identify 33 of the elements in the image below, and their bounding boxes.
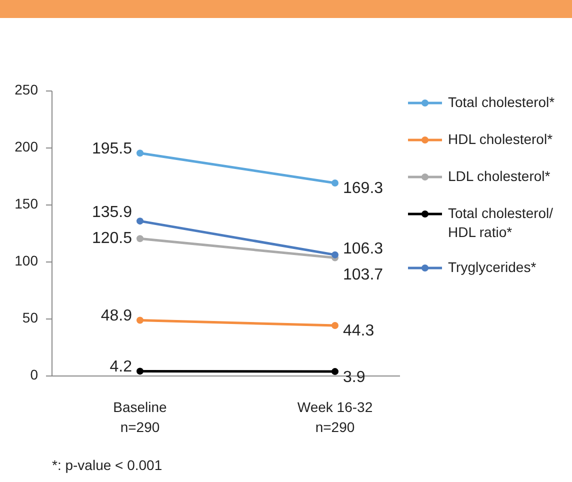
- legend-label: Total cholesterol/ HDL ratio*: [448, 204, 554, 240]
- point: [332, 180, 338, 186]
- y-tick-label: 200: [14, 138, 38, 155]
- data-label: 195.5: [92, 140, 132, 158]
- data-label: 3.9: [343, 368, 366, 386]
- y-tick-label: 0: [30, 366, 38, 383]
- y-tick-label: 250: [14, 82, 38, 98]
- data-label: 169.3: [343, 180, 384, 198]
- data-label: 106.3: [343, 240, 384, 258]
- data-label: 135.9: [92, 204, 132, 222]
- data-label: 103.7: [343, 266, 384, 284]
- point: [332, 251, 338, 258]
- point: [332, 368, 338, 376]
- legend-label: Tryglycerides*: [448, 258, 537, 275]
- y-tick-label: 100: [14, 252, 38, 269]
- point: [136, 368, 144, 375]
- point: [136, 316, 144, 324]
- y-tick-label: 150: [14, 196, 38, 212]
- legend-label: LDL cholesterol*: [448, 168, 551, 184]
- point: [136, 150, 144, 157]
- data-label: 120.5: [92, 230, 132, 248]
- point: [136, 218, 144, 225]
- point: [136, 235, 144, 242]
- data-label: 44.3: [343, 322, 374, 340]
- legend-label: HDL cholesterol*: [448, 130, 554, 147]
- x-tick-label: Baseline n=290: [113, 399, 168, 435]
- point: [332, 322, 338, 329]
- data-label: 48.9: [100, 307, 132, 324]
- data-label: 4.2: [110, 358, 132, 376]
- text: *: p-value < 0.001: [52, 457, 162, 473]
- x-tick-label: Week 16-32 n=290: [297, 399, 373, 435]
- legend-label: Total cholesterol*: [448, 94, 556, 110]
- y-tick-label: 50: [22, 310, 38, 326]
